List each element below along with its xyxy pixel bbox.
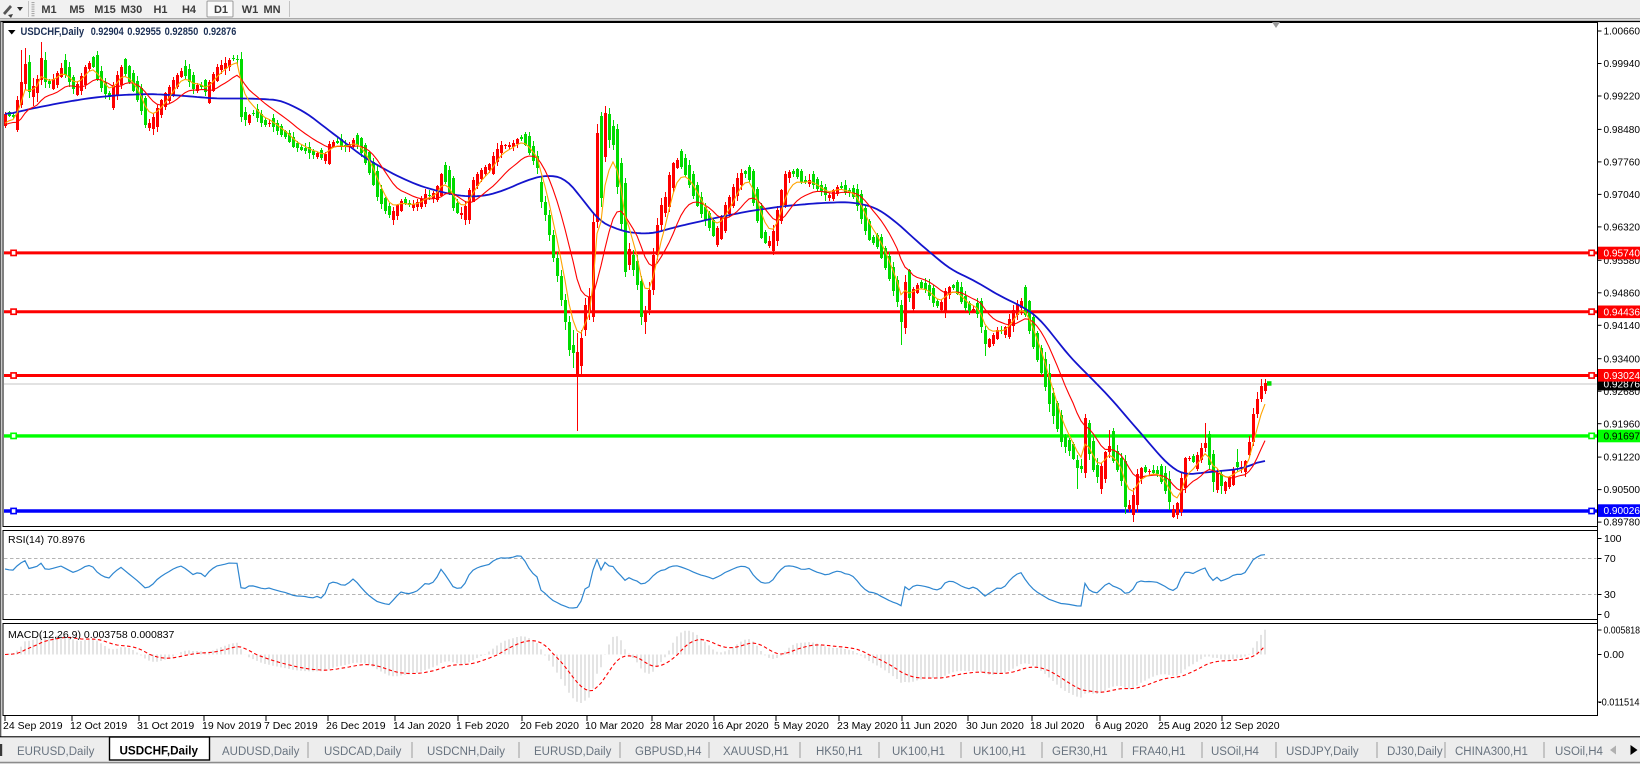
svg-text:23 May 2020: 23 May 2020 [837,720,898,732]
svg-text:0.99220: 0.99220 [1604,91,1640,103]
svg-text:31 Oct 2019: 31 Oct 2019 [137,720,194,732]
svg-text:0.94140: 0.94140 [1604,320,1640,332]
svg-text:0.96320: 0.96320 [1604,222,1640,234]
svg-text:UK100,H1: UK100,H1 [892,746,945,758]
svg-text:0.91697: 0.91697 [1604,431,1640,443]
svg-text:20 Feb 2020: 20 Feb 2020 [520,720,579,732]
svg-text:70: 70 [1604,553,1616,565]
svg-text:XAUUSD,H1: XAUUSD,H1 [723,746,789,758]
svg-text:0.92850: 0.92850 [165,26,199,38]
svg-text:1 Feb 2020: 1 Feb 2020 [456,720,509,732]
svg-text:0.005818: 0.005818 [1604,625,1640,637]
svg-text:16 Apr 2020: 16 Apr 2020 [712,720,769,732]
svg-text:AUDUSD,Daily: AUDUSD,Daily [222,746,300,758]
svg-text:H1: H1 [153,4,167,16]
svg-text:USDCHF,Daily: USDCHF,Daily [120,746,199,758]
svg-text:0.89780: 0.89780 [1604,517,1640,529]
svg-text:USDCNH,Daily: USDCNH,Daily [427,746,505,758]
svg-text:0.90500: 0.90500 [1604,484,1640,496]
svg-text:USOil,H4: USOil,H4 [1211,746,1260,758]
svg-text:0.00: 0.00 [1604,649,1625,661]
svg-text:USOil,H4: USOil,H4 [1555,746,1604,758]
svg-text:0.94860: 0.94860 [1604,287,1640,299]
svg-text:USDJPY,Daily: USDJPY,Daily [1286,746,1359,758]
svg-text:MN: MN [263,4,280,16]
svg-text:30 Jun 2020: 30 Jun 2020 [966,720,1024,732]
svg-text:H4: H4 [182,4,197,16]
svg-text:19 Nov 2019: 19 Nov 2019 [202,720,262,732]
svg-text:USDCHF,Daily: USDCHF,Daily [21,26,85,38]
svg-text:0.98480: 0.98480 [1604,124,1640,136]
svg-text:1.00660: 1.00660 [1604,26,1640,38]
svg-text:0.94436: 0.94436 [1604,306,1640,318]
svg-text:-0.011514: -0.011514 [1599,697,1640,709]
svg-text:EURUSD,Daily: EURUSD,Daily [534,746,612,758]
svg-text:0.99940: 0.99940 [1604,58,1640,70]
svg-text:14 Jan 2020: 14 Jan 2020 [393,720,451,732]
svg-text:30: 30 [1604,589,1616,601]
svg-text:M1: M1 [41,4,56,16]
svg-text:7 Dec 2019: 7 Dec 2019 [264,720,318,732]
svg-text:24 Sep 2019: 24 Sep 2019 [3,720,63,732]
svg-text:M30: M30 [121,4,142,16]
svg-text:MACD(12,26,9) 0.003758 0.00083: MACD(12,26,9) 0.003758 0.000837 [8,629,175,641]
svg-text:0: 0 [1604,609,1610,621]
svg-text:EURUSD,Daily: EURUSD,Daily [17,746,95,758]
svg-text:100: 100 [1604,533,1622,545]
svg-text:18 Jul 2020: 18 Jul 2020 [1030,720,1084,732]
svg-text:M5: M5 [69,4,84,16]
svg-text:0.90026: 0.90026 [1604,505,1640,517]
svg-text:0.91220: 0.91220 [1604,452,1640,464]
svg-text:0.97040: 0.97040 [1604,189,1640,201]
svg-text:0.92955: 0.92955 [127,26,161,38]
svg-text:FRA40,H1: FRA40,H1 [1132,746,1186,758]
svg-text:0.92876: 0.92876 [203,26,236,38]
svg-text:12 Oct 2019: 12 Oct 2019 [70,720,127,732]
svg-text:GBPUSD,H4: GBPUSD,H4 [635,746,702,758]
svg-text:CHINA300,H1: CHINA300,H1 [1455,746,1528,758]
svg-text:0.95740: 0.95740 [1604,248,1640,260]
svg-text:RSI(14) 70.8976: RSI(14) 70.8976 [8,534,85,546]
svg-text:5 May 2020: 5 May 2020 [774,720,829,732]
svg-text:W1: W1 [242,4,259,16]
svg-text:11 Jun 2020: 11 Jun 2020 [900,720,957,732]
svg-text:0.93400: 0.93400 [1604,353,1640,365]
svg-text:28 Mar 2020: 28 Mar 2020 [650,720,709,732]
svg-text:0.97760: 0.97760 [1604,157,1640,169]
svg-text:DJ30,Daily: DJ30,Daily [1387,746,1443,758]
svg-text:25 Aug 2020: 25 Aug 2020 [1158,720,1217,732]
svg-text:UK100,H1: UK100,H1 [973,746,1026,758]
svg-text:D1: D1 [214,4,228,16]
svg-text:0.91960: 0.91960 [1604,418,1640,430]
svg-text:6 Aug 2020: 6 Aug 2020 [1095,720,1148,732]
svg-text:GER30,H1: GER30,H1 [1052,746,1108,758]
svg-text:26 Dec 2019: 26 Dec 2019 [326,720,386,732]
svg-text:10 Mar 2020: 10 Mar 2020 [585,720,644,732]
svg-text:M15: M15 [94,4,115,16]
svg-text:USDCAD,Daily: USDCAD,Daily [324,746,402,758]
svg-text:0.92904: 0.92904 [91,26,125,38]
svg-text:0.93024: 0.93024 [1604,370,1640,382]
svg-text:HK50,H1: HK50,H1 [816,746,863,758]
svg-text:12 Sep 2020: 12 Sep 2020 [1220,720,1280,732]
